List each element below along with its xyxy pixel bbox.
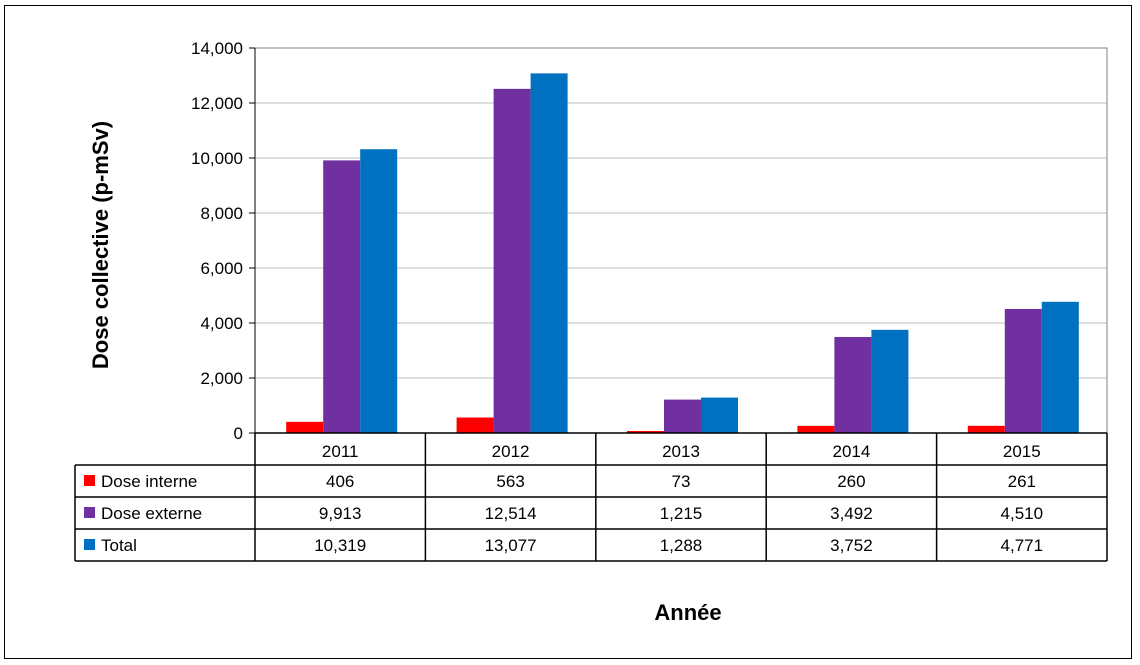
table-value: 4,510	[1001, 504, 1044, 523]
y-tick-label: 14,000	[191, 39, 243, 58]
y-tick-label: 8,000	[200, 204, 243, 223]
table-value: 3,492	[830, 504, 873, 523]
table-value: 1,215	[660, 504, 703, 523]
table-value: 12,514	[485, 504, 537, 523]
table-value: 4,771	[1001, 536, 1044, 555]
legend-key-dose-interne	[84, 475, 95, 486]
x-category-label: 2015	[1003, 442, 1041, 461]
bar-dose-externe	[834, 336, 872, 433]
x-category-label: 2012	[492, 442, 530, 461]
bar-dose-externe	[664, 399, 701, 433]
table-value: 1,288	[660, 536, 703, 555]
bar-total	[360, 149, 398, 434]
bar-dose-externe	[493, 88, 531, 434]
y-axis-title: Dose collective (p-mSv)	[88, 121, 113, 369]
data-table: 2011 2012 2013 2014 2015 Dose interne 406 563 73…	[74, 432, 1108, 562]
table-value: 261	[1008, 472, 1036, 491]
table-value: 406	[326, 472, 354, 491]
bar-dose-interne	[286, 421, 324, 433]
y-axis: 0 2,000 4,000 6,000 8,000 10,000 12,000 14,000	[191, 39, 256, 443]
bar-dose-interne	[967, 425, 1005, 433]
y-tick-label: 4,000	[200, 314, 243, 333]
table-value: 73	[672, 472, 691, 491]
bar-total	[1041, 301, 1079, 433]
legend-label: Dose externe	[101, 504, 202, 523]
chart-frame	[4, 5, 1132, 659]
table-value: 563	[496, 472, 524, 491]
bar-dose-externe	[1004, 308, 1042, 433]
x-category-label: 2014	[832, 442, 870, 461]
y-tick-label: 12,000	[191, 94, 243, 113]
legend-key-total	[84, 539, 95, 550]
x-category-label: 2011	[322, 442, 359, 461]
table-value: 260	[837, 472, 865, 491]
y-tick-label: 10,000	[191, 149, 243, 168]
y-tick-label: 0	[234, 424, 243, 443]
bar-total	[701, 397, 738, 433]
bar-dose-externe	[323, 160, 361, 433]
bar-total	[530, 73, 568, 433]
table-value: 3,752	[830, 536, 873, 555]
legend-label: Dose interne	[101, 472, 197, 491]
table-value: 9,913	[319, 504, 362, 523]
bar-dose-interne	[797, 425, 835, 433]
y-tick-label: 2,000	[200, 369, 243, 388]
bars	[286, 73, 1079, 434]
bar-dose-interne	[456, 417, 494, 433]
table-value: 10,319	[314, 536, 366, 555]
legend-label: Total	[101, 536, 137, 555]
x-axis-title: Année	[654, 600, 721, 625]
bar-total	[871, 329, 909, 433]
x-category-label: 2013	[662, 442, 700, 461]
legend-key-dose-externe	[84, 507, 95, 518]
y-tick-label: 6,000	[200, 259, 243, 278]
table-value: 13,077	[485, 536, 537, 555]
bar-dose-interne	[627, 430, 664, 433]
